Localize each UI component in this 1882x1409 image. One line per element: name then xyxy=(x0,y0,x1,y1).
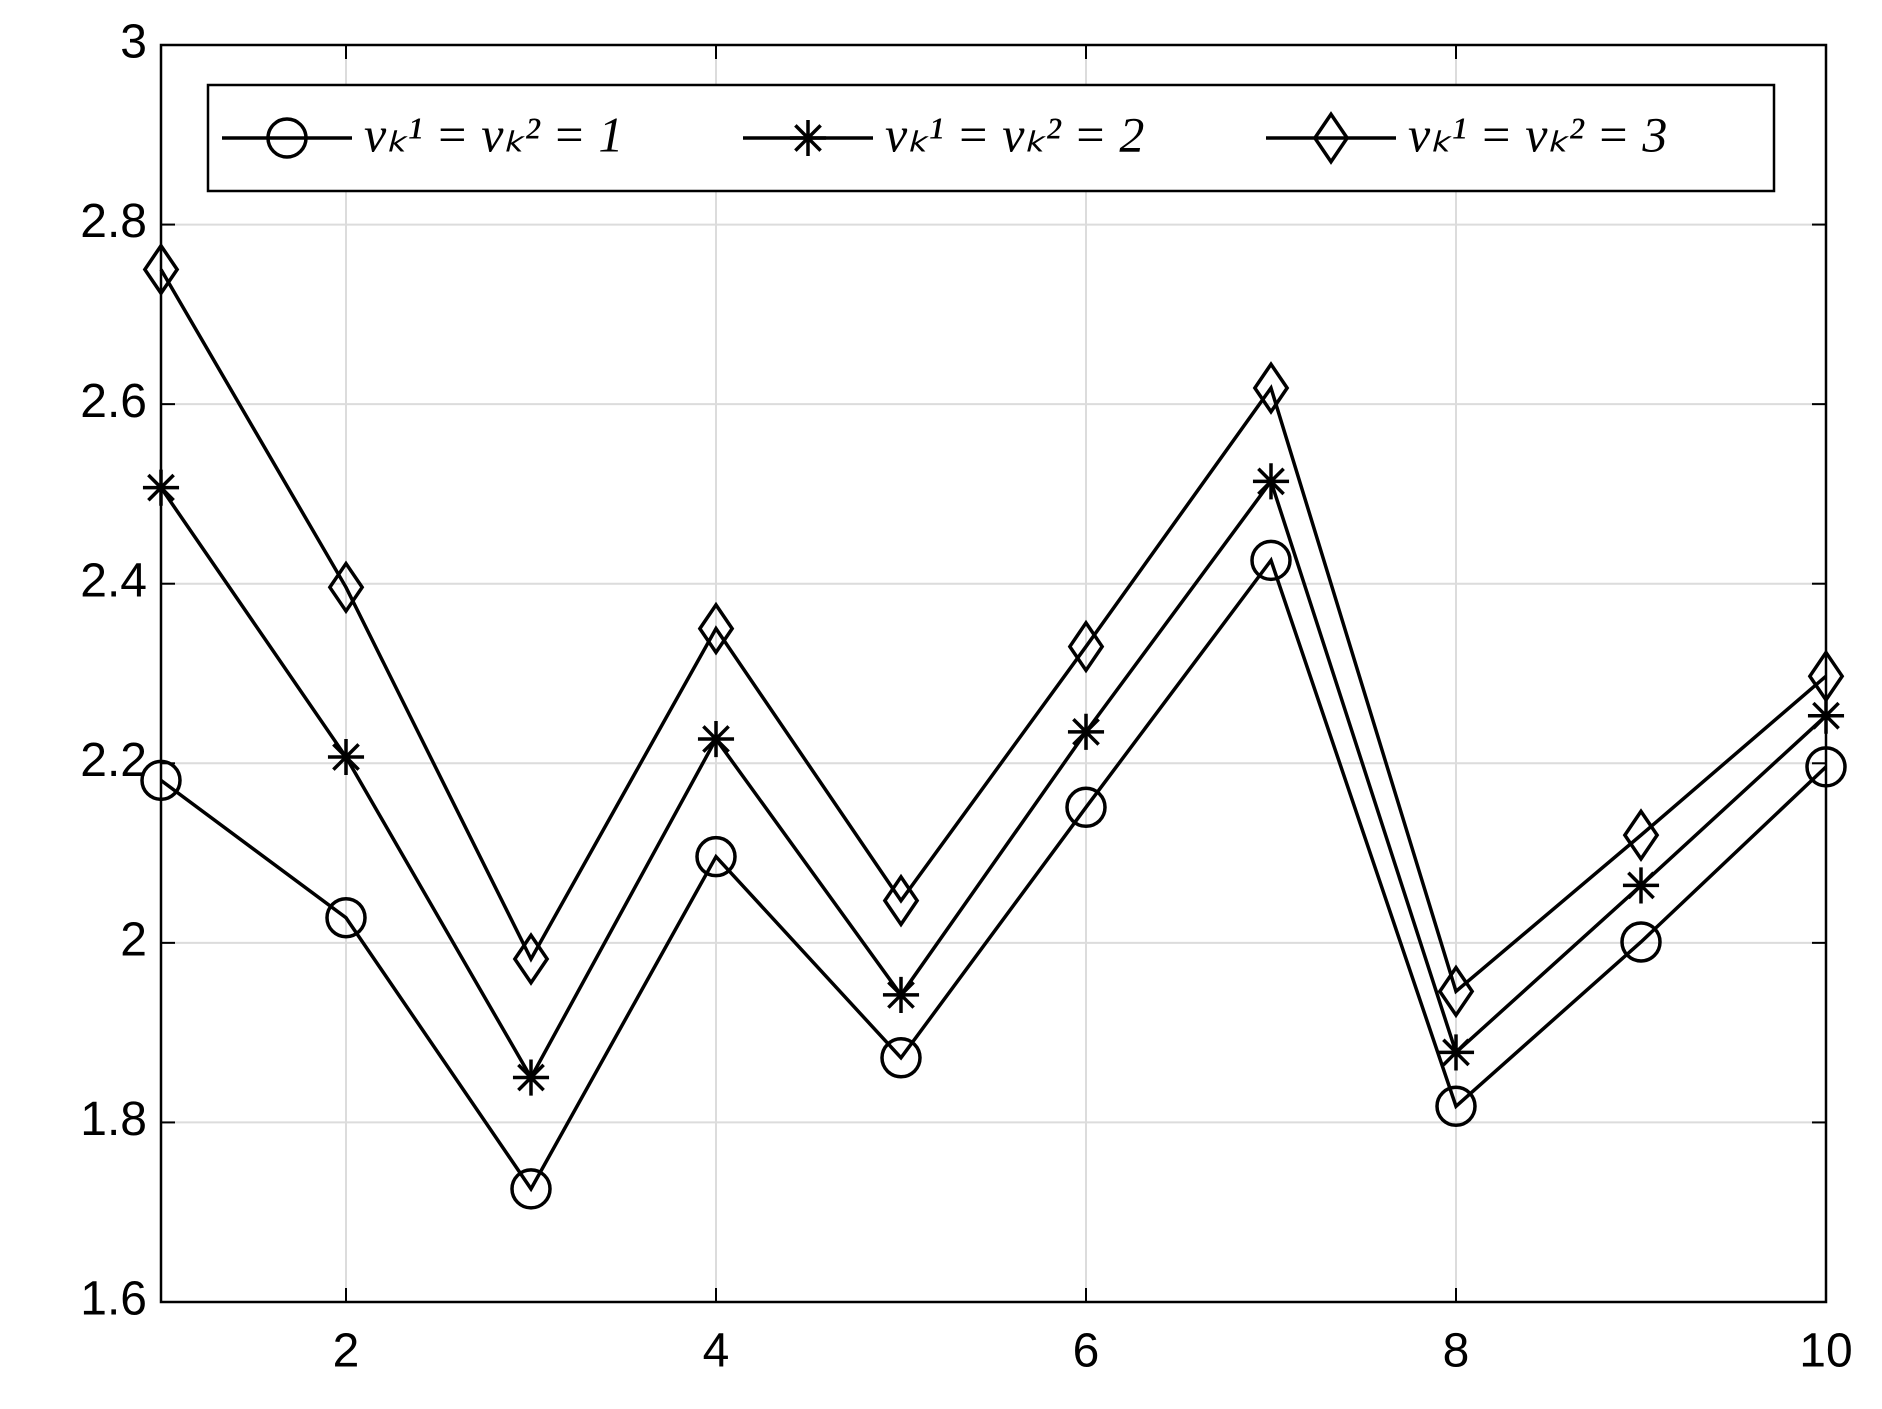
marker xyxy=(882,976,920,1013)
marker xyxy=(142,242,180,297)
marker xyxy=(880,1037,922,1079)
legend-label: νₖ¹ = νₖ² = 1 xyxy=(364,106,623,162)
plot-frame xyxy=(159,43,1828,1304)
marker xyxy=(1067,713,1105,750)
y-tick-label: 1.6 xyxy=(80,1273,147,1326)
marker xyxy=(142,469,180,506)
marker xyxy=(512,932,550,986)
y-tick-label: 2.4 xyxy=(80,554,147,607)
series-line xyxy=(159,477,1828,1082)
marker xyxy=(325,896,367,939)
legend-box xyxy=(206,83,1776,193)
y-tick-label: 2.2 xyxy=(80,734,147,787)
marker xyxy=(1437,1034,1475,1071)
marker xyxy=(1437,964,1475,1019)
marker xyxy=(1067,619,1105,674)
marker xyxy=(510,1168,552,1210)
legend-label: νₖ¹ = νₖ² = 2 xyxy=(885,106,1144,162)
marker xyxy=(512,1059,550,1096)
x-tick-label: 8 xyxy=(1443,1325,1470,1378)
x-tick-label: 10 xyxy=(1799,1325,1852,1378)
marker xyxy=(327,560,365,615)
marker xyxy=(1622,808,1660,862)
legend-marker xyxy=(1312,111,1350,165)
marker xyxy=(1065,786,1107,829)
marker xyxy=(1435,1085,1477,1128)
x-tick-label: 2 xyxy=(333,1325,360,1378)
marker xyxy=(140,759,182,802)
marker xyxy=(1807,697,1845,734)
y-tick-label: 2.6 xyxy=(80,375,147,428)
marker xyxy=(1622,867,1660,904)
y-tick-label: 1.8 xyxy=(80,1093,147,1146)
x-tick-label: 6 xyxy=(1073,1325,1100,1378)
y-tick-label: 2 xyxy=(120,914,147,967)
x-tick-label: 4 xyxy=(703,1325,730,1378)
marker xyxy=(882,873,920,928)
y-tick-label: 2.8 xyxy=(80,195,147,248)
marker xyxy=(1805,746,1847,788)
marker xyxy=(695,835,737,878)
series-line xyxy=(159,268,1828,995)
y-tick-label: 3 xyxy=(120,16,147,69)
marker xyxy=(1620,921,1662,963)
marker xyxy=(1250,539,1292,582)
marker xyxy=(327,738,365,776)
marker xyxy=(697,601,735,656)
series-line xyxy=(159,556,1828,1193)
marker xyxy=(1252,463,1290,500)
legend-marker xyxy=(266,117,308,159)
legend-marker xyxy=(789,119,827,157)
legend-label: νₖ¹ = νₖ² = 3 xyxy=(1408,106,1667,162)
marker xyxy=(697,720,735,758)
marker xyxy=(1252,361,1290,415)
marker xyxy=(1807,649,1845,704)
